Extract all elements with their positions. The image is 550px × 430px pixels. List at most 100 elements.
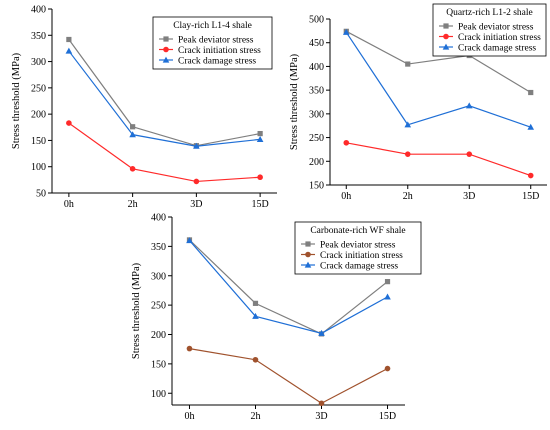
y-tick-label: 350 <box>309 86 324 97</box>
y-axis-label: Stress threshold (MPa) <box>11 52 22 149</box>
legend-marker <box>162 56 170 63</box>
x-tick-label: 2h <box>128 199 138 210</box>
x-tick-label: 2h <box>403 191 413 202</box>
series-2 <box>343 139 534 179</box>
y-tick-label: 200 <box>151 330 166 341</box>
data-point <box>318 400 325 407</box>
data-point <box>465 102 473 109</box>
series-line <box>345 30 532 94</box>
y-tick-label: 350 <box>151 242 166 253</box>
legend-entry: Crack initiation stress <box>178 46 261 56</box>
legend-marker <box>443 33 449 40</box>
y-tick-label: 150 <box>309 181 324 192</box>
y-tick-label: 500 <box>309 15 324 26</box>
legend-box <box>152 16 273 70</box>
legend-title: Carbonate-rich WF shale <box>310 226 405 236</box>
data-point <box>252 356 259 363</box>
y-tick-label: 300 <box>151 271 166 282</box>
data-point <box>343 139 350 146</box>
data-point <box>384 365 391 372</box>
data-point <box>527 123 535 130</box>
y-tick-label: 150 <box>151 359 166 370</box>
y-tick-label: 400 <box>31 5 46 16</box>
legend-entry: Peak deviator stress <box>178 35 254 45</box>
series-line <box>189 240 388 334</box>
data-point <box>257 130 263 137</box>
y-tick-label: 350 <box>31 31 46 42</box>
y-tick-label: 300 <box>31 57 46 68</box>
y-tick-label: 300 <box>309 109 324 120</box>
data-point <box>318 329 325 336</box>
series-line <box>68 50 261 147</box>
data-point <box>186 237 193 244</box>
legend-marker <box>163 36 169 42</box>
chart-panel-1: 50 100 150 200 250 300 350 400 0h 2h 3D 15D Stress t… <box>11 5 277 210</box>
x-tick-label: 15D <box>252 199 269 210</box>
series-line <box>68 39 261 147</box>
y-tick-label: 100 <box>31 162 46 173</box>
data-point <box>66 36 72 43</box>
series-line <box>68 122 261 183</box>
x-tick-label: 3D <box>190 199 202 210</box>
series-line <box>346 142 531 177</box>
data-point <box>405 61 411 67</box>
data-point <box>256 135 264 142</box>
x-tick-label: 0h <box>184 411 194 422</box>
y-tick-label: 400 <box>309 62 324 73</box>
legend-marker <box>305 241 311 247</box>
legend-marker <box>442 43 450 50</box>
legend-entry: Crack initiation stress <box>458 33 541 43</box>
legend-title: Clay-rich L1-4 shale <box>173 21 252 31</box>
series-line <box>345 31 531 128</box>
chart-panel-3: 100 150 200 250 300 350 400 0h 2h 3D 15D Stress thr… <box>131 213 422 422</box>
y-tick-label: 250 <box>309 133 324 144</box>
y-tick-label: 250 <box>31 83 46 94</box>
y-tick-label: 150 <box>31 136 46 147</box>
legend-box <box>294 221 422 275</box>
data-point <box>66 120 72 126</box>
series-line <box>189 239 388 335</box>
legend-marker <box>305 251 311 258</box>
y-axis-label: Stress threshold (MPa) <box>131 262 142 359</box>
chart-panel-2: 150 200 250 300 350 400 450 500 0h 2h 3D 15D Stress … <box>289 3 547 202</box>
series-3 <box>186 237 391 336</box>
data-point <box>65 47 73 54</box>
data-point <box>129 131 136 138</box>
y-tick-label: 100 <box>151 389 166 400</box>
x-tick-label: 0h <box>64 199 74 210</box>
legend-marker <box>163 46 169 53</box>
x-tick-label: 15D <box>379 411 396 422</box>
legend-title: Quartz-rich L1-2 shale <box>446 8 533 18</box>
legend-entry: Crack damage stress <box>320 261 398 271</box>
data-point <box>186 345 193 352</box>
data-point <box>404 151 411 157</box>
x-tick-label: 3D <box>463 191 475 202</box>
data-point <box>527 172 534 179</box>
series-2 <box>66 120 263 185</box>
y-tick-label: 200 <box>31 110 46 121</box>
data-point <box>384 293 391 300</box>
data-point <box>528 89 534 96</box>
y-tick-label: 400 <box>151 213 166 224</box>
x-tick-label: 15D <box>522 191 539 202</box>
data-point <box>193 142 200 149</box>
legend-marker <box>443 23 449 29</box>
series-3 <box>65 47 264 149</box>
data-point <box>342 28 350 35</box>
legend: Clay-rich L1-4 shale Peak deviator stress… <box>152 16 273 70</box>
data-point <box>404 121 412 128</box>
legend-entry: Crack damage stress <box>178 56 256 66</box>
data-point <box>384 279 391 285</box>
data-point <box>466 151 473 157</box>
series-2 <box>186 345 391 407</box>
legend-marker <box>304 261 312 268</box>
y-tick-label: 50 <box>36 189 46 200</box>
data-point <box>129 166 136 172</box>
data-point <box>257 174 263 181</box>
series-3 <box>342 28 535 130</box>
legend-entry: Crack damage stress <box>458 43 536 53</box>
y-tick-label: 200 <box>309 157 324 168</box>
x-tick-label: 2h <box>250 411 260 422</box>
